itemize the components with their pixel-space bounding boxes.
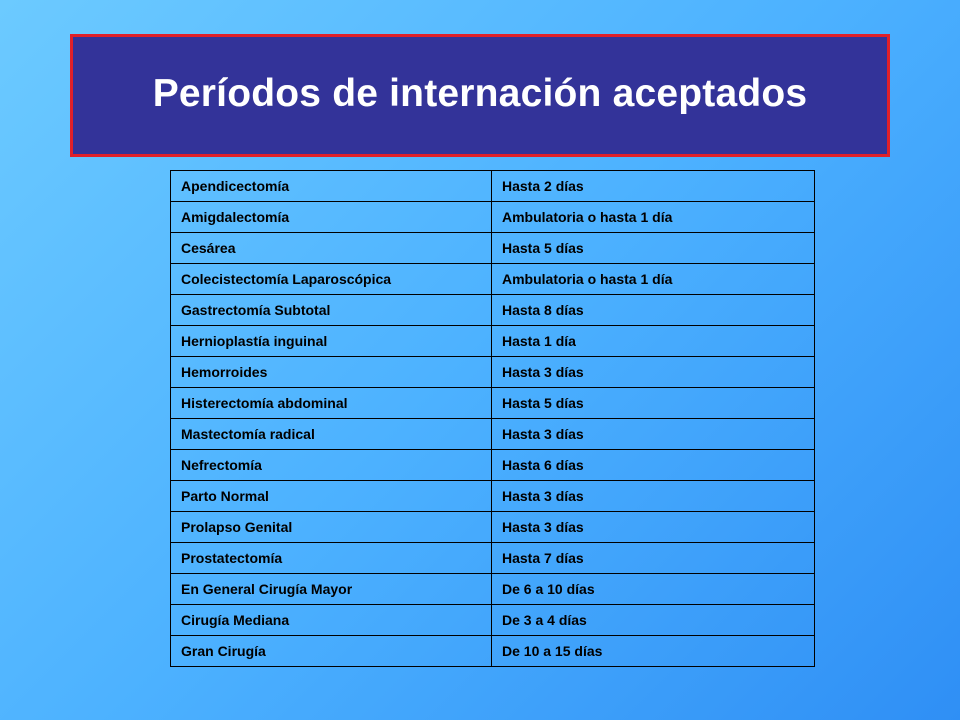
procedure-cell: Hernioplastía inguinal — [170, 325, 492, 357]
procedure-cell: Histerectomía abdominal — [170, 387, 492, 419]
duration-cell: Hasta 3 días — [491, 418, 815, 450]
periods-table-body: Apendicectomía Hasta 2 días Amigdalectomía… — [170, 170, 815, 667]
duration-cell: Hasta 3 días — [491, 511, 815, 543]
procedure-cell: Apendicectomía — [170, 170, 492, 202]
procedure-cell: Parto Normal — [170, 480, 492, 512]
duration-cell: Hasta 1 día — [491, 325, 815, 357]
table-row: Gran Cirugía De 10 a 15 días — [170, 635, 815, 667]
table-row: En General Cirugía Mayor De 6 a 10 días — [170, 573, 815, 605]
procedure-cell: Amigdalectomía — [170, 201, 492, 233]
procedure-cell: Gastrectomía Subtotal — [170, 294, 492, 326]
procedure-cell: Cirugía Mediana — [170, 604, 492, 636]
table-row: Histerectomía abdominal Hasta 5 días — [170, 387, 815, 419]
duration-cell: Hasta 7 días — [491, 542, 815, 574]
table-row: Nefrectomía Hasta 6 días — [170, 449, 815, 481]
table-row: Prolapso Genital Hasta 3 días — [170, 511, 815, 543]
table-row: Parto Normal Hasta 3 días — [170, 480, 815, 512]
table-row: Apendicectomía Hasta 2 días — [170, 170, 815, 202]
table-row: Amigdalectomía Ambulatoria o hasta 1 día — [170, 201, 815, 233]
table-row: Cesárea Hasta 5 días — [170, 232, 815, 264]
table-row: Cirugía Mediana De 3 a 4 días — [170, 604, 815, 636]
table-row: Mastectomía radical Hasta 3 días — [170, 418, 815, 450]
procedure-cell: Nefrectomía — [170, 449, 492, 481]
procedure-cell: Gran Cirugía — [170, 635, 492, 667]
duration-cell: Hasta 8 días — [491, 294, 815, 326]
periods-table: Apendicectomía Hasta 2 días Amigdalectomía… — [170, 170, 815, 667]
procedure-cell: Colecistectomía Laparoscópica — [170, 263, 492, 295]
procedure-cell: Cesárea — [170, 232, 492, 264]
table-row: Hernioplastía inguinal Hasta 1 día — [170, 325, 815, 357]
table-row: Gastrectomía Subtotal Hasta 8 días — [170, 294, 815, 326]
table-row: Prostatectomía Hasta 7 días — [170, 542, 815, 574]
title-banner: Períodos de internación aceptados — [70, 34, 890, 157]
procedure-cell: Prolapso Genital — [170, 511, 492, 543]
table-row: Hemorroides Hasta 3 días — [170, 356, 815, 388]
periods-table-container: Apendicectomía Hasta 2 días Amigdalectomía… — [170, 170, 815, 667]
procedure-cell: Mastectomía radical — [170, 418, 492, 450]
procedure-cell: En General Cirugía Mayor — [170, 573, 492, 605]
duration-cell: De 10 a 15 días — [491, 635, 815, 667]
duration-cell: De 3 a 4 días — [491, 604, 815, 636]
duration-cell: Hasta 2 días — [491, 170, 815, 202]
duration-cell: Hasta 6 días — [491, 449, 815, 481]
procedure-cell: Hemorroides — [170, 356, 492, 388]
duration-cell: De 6 a 10 días — [491, 573, 815, 605]
table-row: Colecistectomía Laparoscópica Ambulatoria… — [170, 263, 815, 295]
duration-cell: Hasta 3 días — [491, 480, 815, 512]
duration-cell: Ambulatoria o hasta 1 día — [491, 263, 815, 295]
duration-cell: Hasta 5 días — [491, 387, 815, 419]
procedure-cell: Prostatectomía — [170, 542, 492, 574]
duration-cell: Hasta 5 días — [491, 232, 815, 264]
duration-cell: Hasta 3 días — [491, 356, 815, 388]
duration-cell: Ambulatoria o hasta 1 día — [491, 201, 815, 233]
slide-title: Períodos de internación aceptados — [152, 71, 808, 115]
